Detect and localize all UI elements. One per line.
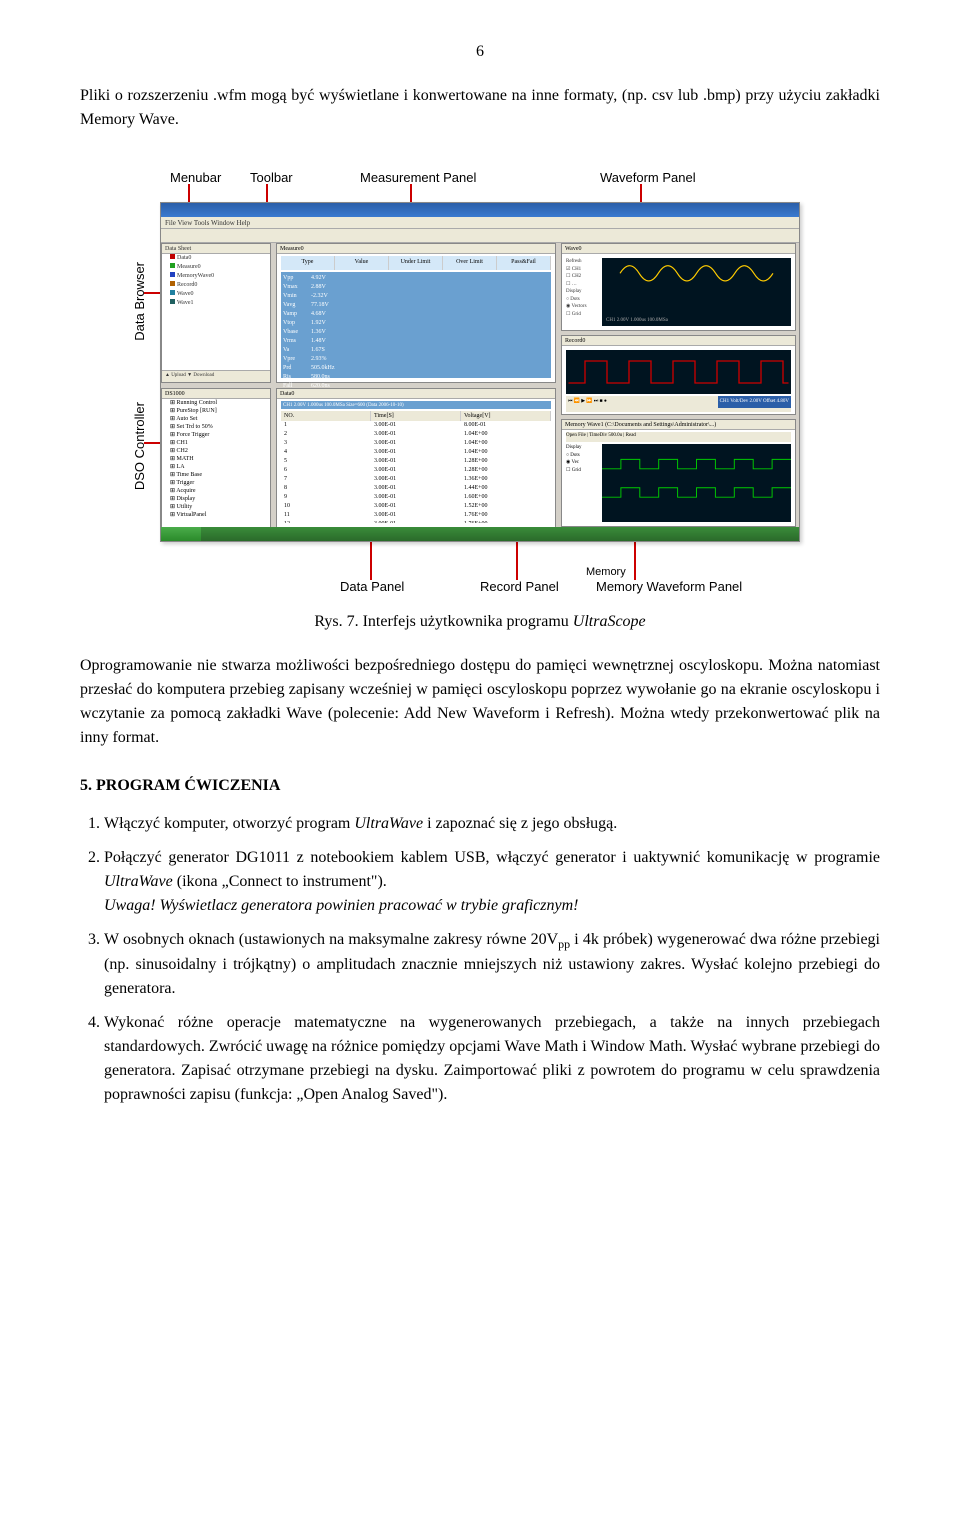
wave-controls: Refresh☑ CH1☐ CH2☐ …Display○ Dots◉ Vecto… [566,258,600,326]
dso-controller-pane: DS1000 ⊞ Running Control⊞ PureStop [RUN]… [161,388,271,528]
paragraph-intro: Pliki o rozszerzeniu .wfm mogą być wyświ… [80,84,880,132]
page-number: 6 [80,40,880,64]
caption-italic: UltraScope [573,613,646,630]
pane-header: Measure0 [277,244,555,254]
list-item: Wykonać różne operacje matematyczne na w… [104,1011,880,1107]
record-display [566,350,791,394]
data-columns: NO.Time[S]Voltage[V] [281,411,551,421]
data-browser-pane: Data Sheet Data0Measure0MemoryWave0Recor… [161,243,271,383]
label-toolbar: Toolbar [250,168,293,188]
square-wave-icon [602,444,791,522]
toolbar [161,229,799,243]
wave-display: CH1 2.00V 1.000us 100.0MSa [602,258,791,326]
sine-wave-icon [602,258,791,289]
record-info: CH1 Volt/Dev 2.00V Offset 4.80V [718,396,791,408]
meas-rows: Vpp4.92VVmax2.88VVmin-2.32VVavg77.18VVam… [281,272,551,378]
label-recordpanel: Record Panel [480,577,559,597]
label-menubar: Menubar [170,168,221,188]
text: Połączyć generator DG1011 z notebookiem … [104,849,880,866]
data-pane: Data0 CH1 2.00V 1.000us 100.0MSa Size=60… [276,388,556,528]
data-band: CH1 2.00V 1.000us 100.0MSa Size=600 (Dat… [281,401,551,409]
text: W osobnych oknach (ustawionych na maksym… [104,931,558,948]
mem-display [602,444,791,522]
upload-download-bar: ▲ Upload ▼ Download [162,370,270,382]
start-button [161,527,201,541]
meas-table: Vpp4.92VVmax2.88VVmin-2.32VVavg77.18VVam… [281,272,551,378]
label-dsocontroller: DSO Controller [130,402,150,490]
warning-text: Uwaga! Wyświetlacz generatora powinien p… [104,897,578,914]
list-item: W osobnych oknach (ustawionych na maksym… [104,928,880,1001]
subscript: pp [558,937,570,951]
titlebar [161,203,799,217]
pane-header: Wave0 [562,244,795,254]
record-pane: Record0 ⏮ ⏪ ▶ ⏩ ⏭ ■ ● CH1 Volt/Dev 2.00V… [561,335,796,415]
tree-list: Data0Measure0MemoryWave0Record0Wave0Wave… [162,254,270,308]
text: (ikona „Connect to instrument"). [173,873,387,890]
text: Włączyć komputer, otworzyć program [104,815,354,832]
mem-controls: Display○ Dots◉ Vec☐ Grid [566,444,600,522]
data-rows: 13.00E-018.00E-0123.00E-011.04E+0033.00E… [281,421,551,523]
screenshot-mock: Menubar Toolbar Measurement Panel Wavefo… [80,162,880,602]
figure-caption: Rys. 7. Interfejs użytkownika programu U… [80,610,880,634]
pane-header: DS1000 [162,389,270,399]
program-name: UltraWave [354,815,423,832]
section-heading: 5. PROGRAM ĆWICZENIA [80,774,880,798]
panels-area: Data Sheet Data0Measure0MemoryWave0Recor… [161,243,799,527]
label-databrowser: Data Browser [130,262,150,341]
label-waveform: Waveform Panel [600,168,696,188]
wave-info: CH1 2.00V 1.000us 100.0MSa [606,317,787,325]
pane-header: Data Sheet [162,244,270,254]
list-item: Włączyć komputer, otworzyć program Ultra… [104,812,880,836]
exercise-list: Włączyć komputer, otworzyć program Ultra… [80,812,880,1107]
callout-line [144,292,160,294]
menubar: File View Tools Window Help [161,217,799,229]
measurement-pane: Measure0 TypeValueUnder LimitOver LimitP… [276,243,556,383]
memory-waveform-pane: Memory Wave1 (C:\Documents and Settings\… [561,419,796,527]
pane-header: Record0 [562,336,795,346]
record-controls: ⏮ ⏪ ▶ ⏩ ⏭ ■ ● CH1 Volt/Dev 2.00V Offset … [566,396,791,412]
label-measurement: Measurement Panel [360,168,476,188]
dso-list: ⊞ Running Control⊞ PureStop [RUN]⊞ Auto … [162,399,270,519]
pane-header: Data0 [277,389,555,399]
waveform-pane: Wave0 Refresh☑ CH1☐ CH2☐ …Display○ Dots◉… [561,243,796,331]
square-wave-icon [566,350,791,394]
label-datapanel: Data Panel [340,577,404,597]
text: i zapoznać się z jego obsługą. [423,815,617,832]
paragraph-2: Oprogramowanie nie stwarza możliwości be… [80,654,880,750]
app-window: File View Tools Window Help Data Sheet D… [160,202,800,542]
mem-toolbar: Open File | TimeDiv 500.0u | Read [566,432,791,442]
pane-header: Memory Wave1 (C:\Documents and Settings\… [562,420,795,430]
program-name: UltraWave [104,873,173,890]
figure-screenshot: Menubar Toolbar Measurement Panel Wavefo… [80,162,880,602]
taskbar [161,527,799,541]
callout-line [144,442,160,444]
list-item: Połączyć generator DG1011 z notebookiem … [104,846,880,918]
meas-columns: TypeValueUnder LimitOver LimitPass&Fail [281,256,551,270]
label-memory-prefix: Memory [586,564,626,581]
caption-prefix: Rys. 7. Interfejs użytkownika programu [314,613,572,630]
